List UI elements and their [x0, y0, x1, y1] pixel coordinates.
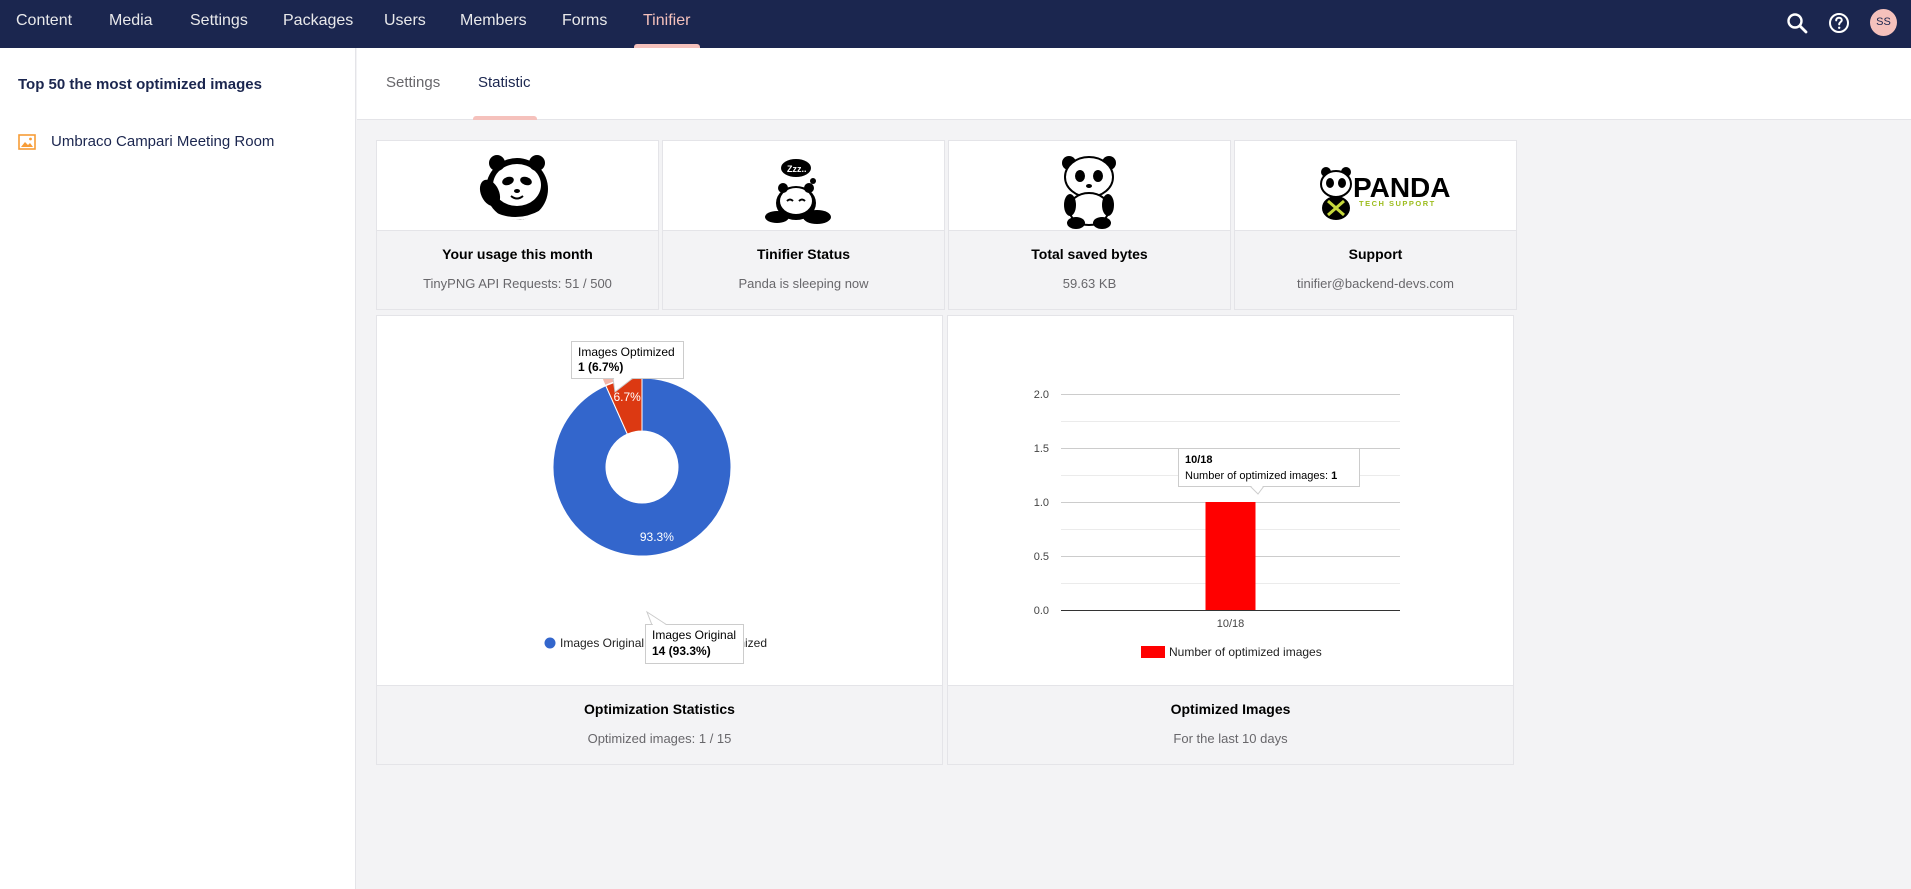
card-title: Your usage this month: [442, 246, 593, 262]
top-navigation-bar: Content Media Settings Packages Users Me…: [0, 0, 1911, 48]
bar-chart: 0.0 0.5 1.0 1.5 2.0 10/18 10/18 Number of op…: [1034, 389, 1400, 659]
card-image-area: Zzz..: [663, 141, 944, 231]
support-email[interactable]: tinifier@backend-devs.com: [1297, 276, 1454, 291]
tooltip-label: Images Optimized: [578, 345, 675, 359]
panda-wave-icon: [479, 155, 548, 220]
card-title: Support: [1348, 246, 1403, 262]
chart-subtitle: For the last 10 days: [1173, 731, 1288, 746]
card-subtitle: 59.63 KB: [1062, 276, 1117, 291]
tooltip-value: 14 (93.3%): [652, 644, 711, 658]
slice-images-original[interactable]: [552, 377, 732, 557]
card-image-area: [377, 141, 658, 231]
optimized-images-card: 0.0 0.5 1.0 1.5 2.0 10/18 10/18 Number of op…: [947, 315, 1514, 765]
panda-sleeping-icon: Zzz..: [765, 159, 831, 224]
card-title: Tinifier Status: [756, 246, 851, 262]
nav-item-settings[interactable]: Settings: [190, 12, 248, 29]
tooltip-images-optimized: Images Optimized 1 (6.7%): [571, 341, 684, 393]
usage-card: Your usage this month TinyPNG API Reques…: [376, 140, 659, 310]
nav-item-members[interactable]: Members: [460, 12, 527, 29]
tooltip-date: 10/18: [1185, 454, 1213, 466]
legend-label-images-original: Images Original: [560, 636, 644, 650]
y-tick-label: 1.5: [1034, 443, 1049, 455]
donut-chart: 93.3%6.7% Images Original mized Images O…: [544, 341, 767, 664]
donut-chart-area: 93.3% 6.7% Images Original mized Images O…: [377, 316, 942, 686]
nav-item-forms[interactable]: Forms: [562, 12, 608, 29]
nav-item-users[interactable]: Users: [384, 12, 426, 29]
sidebar-item-umbraco-campari-meeting-room[interactable]: Umbraco Campari Meeting Room: [0, 128, 356, 160]
panda-tech-support-logo: PANDA TECH SUPPORT: [1320, 167, 1450, 220]
y-tick-label: 0.5: [1034, 551, 1049, 563]
nav-item-tinifier[interactable]: Tinifier: [643, 12, 691, 29]
tooltip-label: Images Original: [652, 628, 736, 642]
tab-settings[interactable]: Settings: [386, 74, 441, 91]
card-subtitle: TinyPNG API Requests: 51 / 500: [423, 276, 612, 291]
main-header: Settings Statistic: [357, 48, 1911, 120]
bar-10-18[interactable]: [1205, 502, 1256, 610]
sidebar-item-label: Umbraco Campari Meeting Room: [51, 133, 275, 150]
saved-bytes-card: Total saved bytes 59.63 KB: [948, 140, 1231, 310]
support-card: PANDA TECH SUPPORT Support tinifier@back…: [1234, 140, 1517, 310]
tab-active-indicator: [473, 116, 537, 120]
user-avatar[interactable]: SS: [1870, 9, 1897, 36]
nav-item-content[interactable]: Content: [16, 12, 73, 29]
chart-title: Optimization Statistics: [584, 701, 735, 717]
card-title: Total saved bytes: [1031, 246, 1148, 262]
chart-legend: Number of optimized images: [1141, 645, 1322, 659]
bar-tooltip: 10/18 Number of optimized images: 1: [1178, 448, 1360, 495]
status-card: Zzz.. Tinifier Status Panda is sleeping …: [662, 140, 945, 310]
x-tick-label: 10/18: [1217, 618, 1245, 630]
nav-item-media[interactable]: Media: [109, 12, 153, 29]
help-icon[interactable]: [1827, 11, 1851, 35]
tab-statistic[interactable]: Statistic: [478, 74, 531, 91]
svg-text:PANDA: PANDA: [1353, 172, 1450, 203]
svg-text:TECH SUPPORT: TECH SUPPORT: [1359, 199, 1436, 208]
legend-label: Number of optimized images: [1169, 645, 1322, 659]
sidebar: Top 50 the most optimized images Umbraco…: [0, 48, 356, 889]
chart-subtitle: Optimized images: 1 / 15: [587, 731, 732, 746]
tooltip-images-original: Images Original 14 (93.3%): [645, 610, 744, 664]
y-tick-label: 1.0: [1034, 497, 1049, 509]
legend-marker-images-original: [544, 637, 556, 649]
card-subtitle: Panda is sleeping now: [738, 276, 869, 291]
sidebar-title: Top 50 the most optimized images: [18, 76, 262, 93]
svg-text:Zzz..: Zzz..: [787, 164, 807, 174]
legend-marker: [1141, 646, 1165, 658]
nav-active-indicator: [634, 44, 700, 48]
optimization-statistics-card: 93.3% 6.7% Images Original mized Images O…: [376, 315, 943, 765]
slice-label-images-optimized: 6.7%: [613, 390, 641, 404]
chart-title: Optimized Images: [1170, 701, 1291, 717]
y-tick-label: 2.0: [1034, 389, 1049, 401]
bar-chart-area: 0.0 0.5 1.0 1.5 2.0 10/18 10/18 Number of op…: [948, 316, 1513, 686]
nav-item-packages[interactable]: Packages: [283, 12, 354, 29]
slice-label-images-original: 93.3%: [640, 530, 674, 544]
panda-sitting-icon: [1062, 156, 1116, 229]
y-tick-label: 0.0: [1034, 605, 1049, 617]
search-icon[interactable]: [1785, 11, 1809, 35]
image-icon: [18, 134, 36, 150]
card-image-area: PANDA TECH SUPPORT: [1235, 141, 1516, 231]
tooltip-text: Number of optimized images: 1: [1185, 470, 1337, 482]
card-image-area: [949, 141, 1230, 231]
tooltip-value: 1 (6.7%): [578, 360, 623, 374]
